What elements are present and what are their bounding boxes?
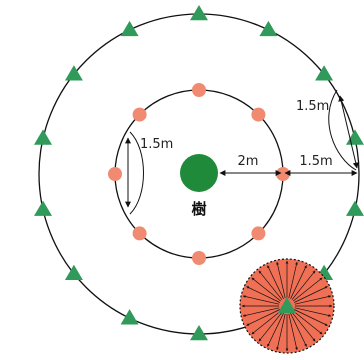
inner-marker-circle bbox=[108, 167, 122, 181]
inner-ring-markers bbox=[108, 83, 290, 265]
inner-marker-circle bbox=[132, 107, 147, 122]
inner-marker-circle bbox=[251, 107, 266, 122]
radius-label: 2m bbox=[238, 154, 259, 169]
outer-spacing-arc bbox=[328, 89, 357, 171]
root-zone-arrow bbox=[258, 270, 283, 300]
root-zone-detail bbox=[239, 258, 335, 354]
root-zone-arrow bbox=[291, 312, 316, 342]
root-zone-arrow bbox=[288, 313, 298, 351]
outer-marker-triangle bbox=[190, 5, 208, 21]
root-zone-arrow bbox=[294, 286, 328, 303]
root-zone-arrow bbox=[267, 265, 284, 299]
root-zone-arrows bbox=[241, 260, 333, 352]
root-zone-arrow bbox=[276, 261, 286, 299]
root-zone-arrow bbox=[276, 313, 286, 351]
tree-circle bbox=[180, 154, 218, 192]
root-zone-arrow bbox=[251, 310, 281, 335]
root-zone-arrow bbox=[242, 295, 280, 305]
outer-marker-triangle bbox=[34, 200, 53, 216]
inner-marker-circle bbox=[132, 226, 147, 241]
root-zone-arrow bbox=[251, 277, 281, 302]
outer-marker-triangle bbox=[315, 65, 334, 81]
root-zone-arrow bbox=[294, 309, 328, 326]
inner-marker-circle bbox=[192, 83, 206, 97]
inner-spacing-label: 1.5m bbox=[140, 137, 173, 152]
outer-marker-triangle bbox=[34, 129, 53, 145]
ring-gap-label: 1.5m bbox=[299, 154, 332, 169]
outer-spacing-arrow bbox=[338, 95, 359, 169]
root-zone-arrow bbox=[293, 277, 323, 302]
root-zone-arrow bbox=[291, 270, 316, 300]
root-zone-arrow bbox=[293, 310, 323, 335]
inner-marker-circle bbox=[276, 167, 290, 181]
tree-label: 樹 bbox=[191, 200, 206, 218]
root-zone-arrow bbox=[258, 312, 283, 342]
inner-marker-circle bbox=[192, 251, 206, 265]
root-zone-arrow bbox=[294, 307, 332, 317]
outer-marker-triangle bbox=[64, 264, 83, 281]
outer-marker-triangle bbox=[64, 65, 83, 81]
outer-marker-triangle bbox=[345, 200, 364, 216]
outer-marker-triangle bbox=[259, 20, 278, 37]
root-zone-arrow bbox=[246, 286, 280, 303]
inner-spacing-arc bbox=[129, 131, 144, 215]
root-zone-arrow bbox=[246, 309, 280, 326]
root-zone-arrow bbox=[242, 307, 280, 317]
outer-marker-triangle bbox=[120, 309, 139, 325]
root-zone-arrow bbox=[267, 313, 284, 347]
inner-marker-circle bbox=[251, 226, 266, 241]
root-zone-arrow bbox=[288, 261, 298, 299]
outer-spacing-label: 1.5m bbox=[296, 99, 329, 114]
outer-marker-triangle bbox=[120, 20, 139, 37]
root-zone-arrow bbox=[290, 265, 307, 299]
root-zone-arrow bbox=[290, 313, 307, 347]
root-zone-arrow bbox=[294, 295, 332, 305]
root-zone-seedling-icon bbox=[278, 297, 296, 313]
outer-marker-triangle bbox=[190, 325, 208, 341]
